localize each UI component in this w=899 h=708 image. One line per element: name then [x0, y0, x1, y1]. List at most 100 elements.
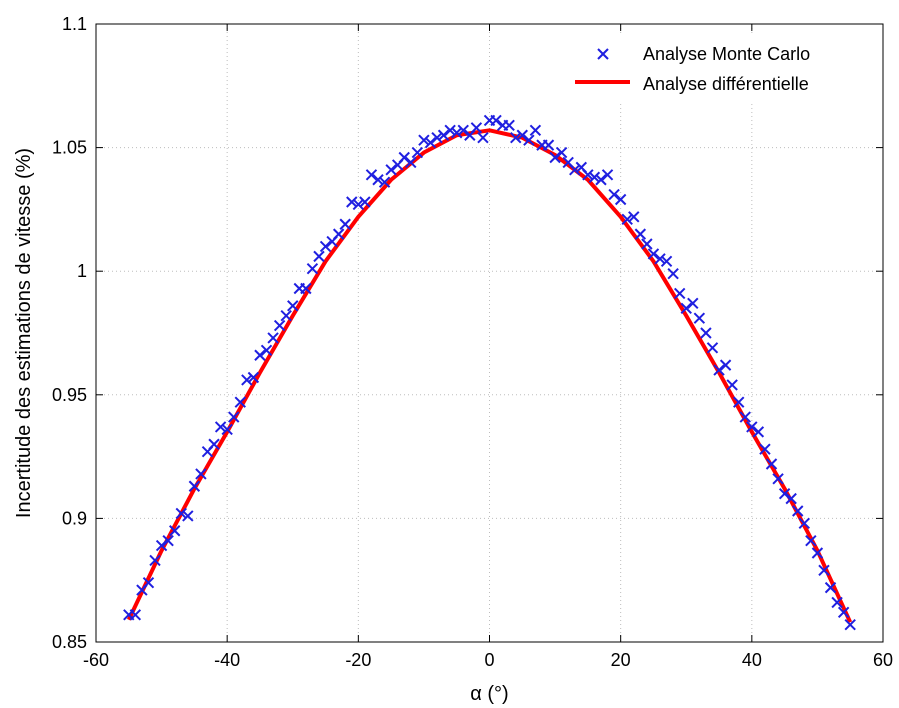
scatter-point-monte-carlo: [372, 174, 384, 186]
scatter-point-monte-carlo: [254, 349, 266, 361]
marker-stroke: [601, 169, 614, 181]
marker-stroke: [319, 240, 332, 253]
marker-stroke: [687, 297, 699, 310]
scatter-point-monte-carlo: [608, 188, 620, 201]
scatter-point-monte-carlo: [241, 374, 253, 386]
scatter-point-monte-carlo: [175, 507, 187, 520]
marker-stroke: [562, 156, 574, 169]
marker-stroke: [641, 238, 653, 250]
legend-label-differentielle: Analyse différentielle: [643, 74, 809, 94]
marker-stroke: [628, 211, 640, 223]
scatter-point-monte-carlo: [444, 124, 456, 137]
scatter-point-monte-carlo: [516, 129, 528, 141]
marker-stroke: [700, 327, 712, 339]
scatter-point-monte-carlo: [772, 473, 784, 485]
marker-stroke: [549, 151, 561, 164]
marker-stroke: [752, 426, 765, 438]
scatter-point-monte-carlo: [588, 171, 601, 183]
scatter-point-monte-carlo: [621, 213, 633, 225]
scatter-point-monte-carlo: [687, 297, 699, 310]
marker-stroke: [188, 480, 201, 492]
marker-stroke: [195, 468, 207, 480]
marker-stroke: [241, 374, 253, 386]
marker-stroke: [405, 156, 417, 169]
x-tick-label: -60: [83, 650, 109, 670]
scatter-point-monte-carlo: [693, 312, 706, 324]
marker-stroke: [523, 134, 535, 146]
scatter-point-monte-carlo: [162, 534, 174, 547]
scatter-point-monte-carlo: [798, 517, 811, 530]
scatter-point-monte-carlo: [385, 164, 397, 176]
marker-stroke: [300, 282, 312, 295]
legend: Analyse Monte Carlo Analyse différentiel…: [575, 36, 868, 102]
marker-stroke: [418, 134, 430, 146]
marker-stroke: [260, 344, 273, 357]
legend-box: [582, 36, 868, 102]
marker-stroke: [614, 193, 627, 206]
scatter-point-monte-carlo: [792, 505, 804, 517]
scatter-point-monte-carlo: [339, 218, 351, 230]
marker-stroke: [365, 169, 378, 181]
scatter-point-monte-carlo: [155, 539, 168, 552]
marker-stroke: [490, 114, 502, 127]
marker-stroke: [706, 342, 719, 354]
scatter-point-monte-carlo: [168, 525, 181, 537]
scatter-point-monte-carlo: [411, 146, 424, 159]
marker-stroke: [168, 525, 181, 537]
marker-stroke: [155, 539, 168, 552]
marker-stroke: [182, 510, 194, 522]
marker-stroke: [844, 618, 856, 631]
marker-stroke: [470, 122, 483, 134]
scatter-point-monte-carlo: [752, 426, 765, 438]
marker-stroke: [805, 534, 817, 547]
marker-stroke: [597, 48, 609, 60]
marker-stroke: [385, 164, 397, 176]
marker-stroke: [680, 302, 692, 314]
marker-stroke: [739, 411, 751, 423]
scatter-point-monte-carlo: [844, 618, 856, 631]
x-tick-label: 20: [611, 650, 631, 670]
scatter-point-monte-carlo: [634, 228, 647, 240]
marker-stroke: [273, 319, 286, 332]
scatter-point-monte-carlo: [431, 132, 443, 144]
y-tick-label: 1.05: [52, 138, 87, 158]
scatter-point-monte-carlo: [247, 371, 260, 384]
scatter-point-monte-carlo: [306, 263, 319, 275]
marker-stroke: [129, 609, 142, 621]
scatter-point-monte-carlo: [437, 129, 450, 141]
scatter-point-monte-carlo: [477, 132, 489, 144]
marker-stroke: [221, 423, 233, 436]
marker-stroke: [811, 547, 824, 559]
scatter-point-monte-carlo: [424, 136, 437, 149]
marker-stroke: [667, 267, 679, 280]
scatter-point-monte-carlo: [214, 421, 227, 433]
scatter-point-monte-carlo: [595, 174, 607, 186]
grid: [96, 24, 883, 642]
scatter-point-monte-carlo: [280, 309, 292, 322]
scatter-point-monte-carlo: [287, 300, 299, 312]
scatter-point-monte-carlo: [405, 156, 417, 169]
marker-stroke: [798, 517, 811, 530]
axis-ticks: -60 -40 -20 0 20 40 60 0.85 0.9 0.95 1 1.05 1.1: [52, 14, 893, 670]
marker-stroke: [726, 379, 738, 391]
marker-stroke: [378, 176, 391, 188]
marker-stroke: [831, 596, 843, 609]
scatter-point-monte-carlo: [660, 255, 673, 268]
scatter-point-monte-carlo: [811, 547, 824, 559]
marker-stroke: [372, 174, 384, 186]
scatter-point-monte-carlo: [805, 534, 817, 547]
scatter-point-monte-carlo: [228, 411, 240, 423]
marker-stroke: [234, 396, 246, 408]
marker-stroke: [555, 146, 568, 159]
scatter-point-monte-carlo: [601, 169, 614, 181]
legend-label-monte-carlo: Analyse Monte Carlo: [643, 44, 810, 64]
scatter-point-monte-carlo: [831, 596, 843, 609]
legend-marker-monte-carlo: [597, 48, 609, 60]
scatter-point-monte-carlo: [739, 411, 751, 423]
marker-stroke: [529, 124, 542, 137]
marker-stroke: [575, 161, 588, 174]
scatter-point-monte-carlo: [733, 396, 745, 408]
marker-stroke: [778, 487, 791, 500]
